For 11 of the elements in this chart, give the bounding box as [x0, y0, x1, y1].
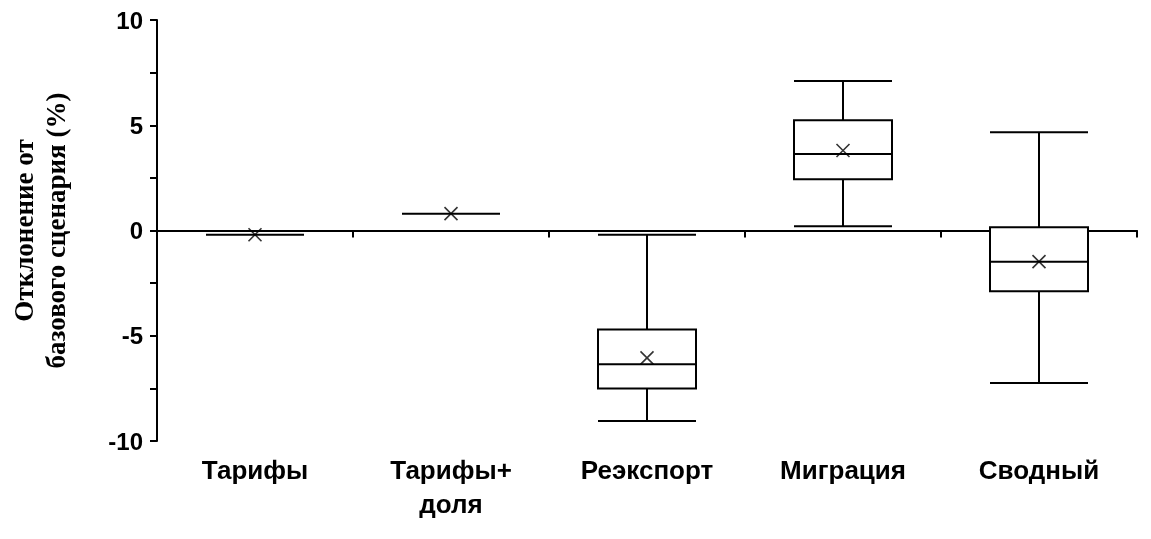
x-tick-label: Тарифы — [201, 455, 309, 485]
x-tick-label: Сводный — [978, 455, 1100, 485]
y-tick-label: 5 — [129, 111, 143, 139]
y-tick-label: 10 — [116, 6, 143, 34]
y-tick-label: -5 — [121, 322, 143, 350]
x-tick-label: Миграция — [780, 455, 906, 485]
y-tick-label: 0 — [129, 217, 143, 244]
x-tick-label: Реэкспорт — [580, 455, 714, 485]
y-tick-label: -10 — [108, 427, 143, 455]
x-tick-label: Тарифы+ доля — [390, 455, 512, 519]
y-axis-title: Отклонение от базового сценария (%) — [9, 92, 71, 369]
